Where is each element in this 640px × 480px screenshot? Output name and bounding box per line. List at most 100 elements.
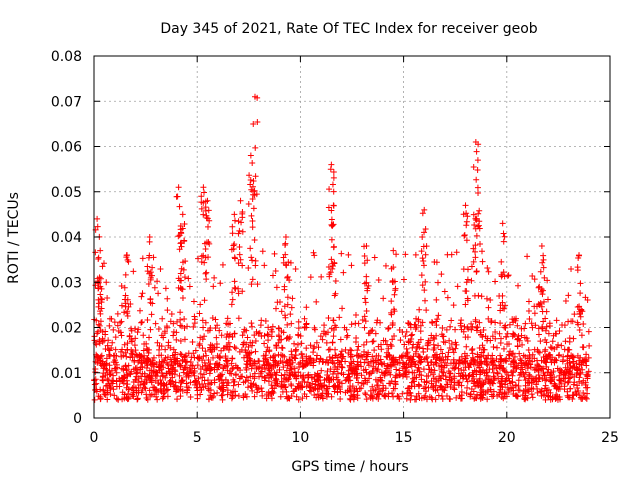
data-point: [497, 365, 504, 372]
data-point: [555, 341, 562, 348]
data-point: [328, 216, 335, 223]
x-tick-label: 20: [498, 430, 516, 446]
data-point: [281, 353, 288, 360]
data-point: [584, 296, 591, 303]
data-point: [249, 373, 256, 380]
data-point: [205, 207, 212, 214]
data-point: [576, 327, 583, 334]
data-point: [539, 308, 546, 315]
data-point: [279, 345, 286, 352]
data-point: [573, 360, 580, 367]
data-point: [91, 381, 98, 388]
data-point: [463, 210, 470, 217]
data-point: [548, 345, 555, 352]
data-point: [278, 351, 285, 358]
data-point: [360, 341, 367, 348]
data-point: [525, 308, 532, 315]
data-point: [348, 347, 355, 354]
data-point: [141, 370, 148, 377]
data-point: [462, 355, 469, 362]
data-point: [148, 311, 155, 318]
data-point: [268, 382, 275, 389]
data-point: [176, 361, 183, 368]
data-point: [118, 332, 125, 339]
data-point: [423, 378, 430, 385]
data-point: [453, 394, 460, 401]
data-point: [499, 220, 506, 227]
data-point: [196, 381, 203, 388]
data-point: [237, 197, 244, 204]
data-point: [369, 327, 376, 334]
data-point: [202, 348, 209, 355]
data-point: [403, 345, 410, 352]
data-point: [421, 229, 428, 236]
data-point: [340, 269, 347, 276]
data-point: [92, 249, 99, 256]
data-point: [285, 375, 292, 382]
x-axis-label: GPS time / hours: [291, 459, 408, 475]
data-point: [262, 352, 269, 359]
data-point: [118, 302, 125, 309]
data-point: [265, 324, 272, 331]
data-point: [540, 318, 547, 325]
data-point: [91, 396, 98, 403]
data-point: [328, 207, 335, 214]
data-point: [566, 368, 573, 375]
data-point: [155, 290, 162, 297]
data-point: [109, 380, 116, 387]
data-point: [91, 337, 98, 344]
data-point: [95, 296, 102, 303]
data-point: [154, 339, 161, 346]
data-point: [439, 350, 446, 357]
data-point: [220, 365, 227, 372]
data-point: [447, 323, 454, 330]
data-point: [355, 343, 362, 350]
data-point: [278, 336, 285, 343]
data-point: [170, 354, 177, 361]
data-point: [510, 369, 517, 376]
data-point: [473, 176, 480, 183]
data-point: [543, 363, 550, 370]
data-point: [449, 346, 456, 353]
data-point: [567, 385, 574, 392]
data-point: [337, 386, 344, 393]
data-point: [337, 351, 344, 358]
data-point: [457, 373, 464, 380]
data-point: [502, 302, 509, 309]
data-point: [433, 360, 440, 367]
data-point: [389, 278, 396, 285]
y-tick-label: 0.01: [51, 366, 82, 382]
data-point: [551, 383, 558, 390]
data-point: [97, 318, 104, 325]
data-point: [347, 346, 354, 353]
data-point: [202, 270, 209, 277]
data-point: [538, 303, 545, 310]
data-point: [115, 396, 122, 403]
data-point: [342, 377, 349, 384]
data-point: [486, 376, 493, 383]
data-point: [442, 339, 449, 346]
data-point: [436, 373, 443, 380]
data-point: [318, 273, 325, 280]
data-point: [501, 305, 508, 312]
data-point: [473, 148, 480, 155]
data-point: [441, 288, 448, 295]
data-point: [258, 368, 265, 375]
data-point: [538, 366, 545, 373]
data-point: [232, 345, 239, 352]
data-point: [419, 234, 426, 241]
data-point: [313, 298, 320, 305]
data-point: [200, 353, 207, 360]
data-point: [202, 362, 209, 369]
data-point: [333, 374, 340, 381]
data-point: [432, 376, 439, 383]
data-point: [538, 388, 545, 395]
data-point: [204, 215, 211, 222]
data-point: [278, 378, 285, 385]
data-point: [200, 184, 207, 191]
data-point: [205, 396, 212, 403]
data-point: [518, 360, 525, 367]
data-point: [133, 370, 140, 377]
data-point: [269, 328, 276, 335]
data-point: [323, 376, 330, 383]
